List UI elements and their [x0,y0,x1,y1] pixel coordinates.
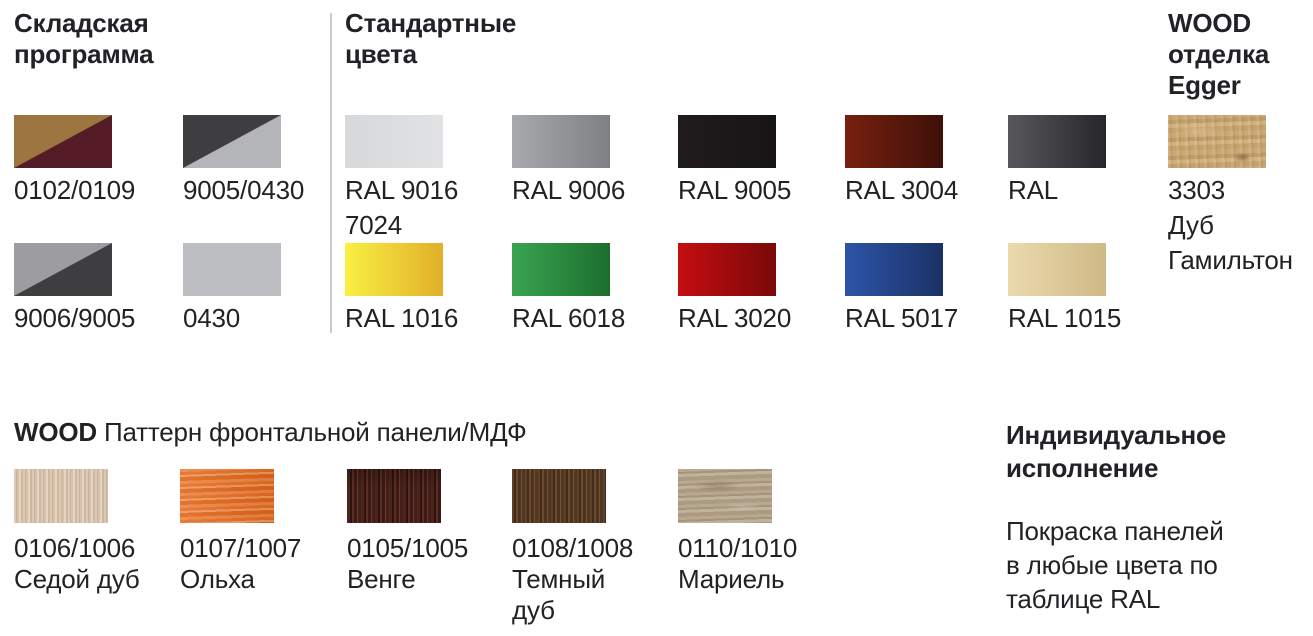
label-0108-1008: 0108/1008 Темный дуб [512,533,634,625]
swatch-0105-1005-wenge [347,469,441,523]
custom-finish-title: Индивидуальное исполнение [1006,419,1226,485]
egger-title-line2: отделка [1168,39,1270,69]
wood-pattern-title-bold: WOOD [14,417,97,447]
swatch-0108-1008-dark-oak [512,469,606,523]
label-0110-1010: 0110/1010 Мариель [678,533,798,594]
wood-egger-title: WOOD отделка Egger [1168,8,1269,101]
swatch-0106-1006-gray-oak [14,469,108,523]
label-ral: RAL [1008,175,1058,205]
swatch-9005-0430 [183,115,281,168]
label-0102-0109: 0102/0109 [14,175,136,205]
swatch-0110-1010-mariel [678,469,772,523]
swatch-ral-9006 [512,115,610,168]
swatch-0430 [183,243,281,296]
swatch-ral-6018 [512,243,610,296]
stock-title-line2: программа [14,39,154,69]
label-ral-3004: RAL 3004 [845,175,959,205]
stock-title-line1: Складская [14,8,149,38]
standard-title-line2: цвета [345,39,417,69]
standard-colors-title: Стандартные цвета [345,8,516,70]
label-ral-5017: RAL 5017 [845,303,959,333]
egger-title-line3: Egger [1168,70,1241,100]
label-ral-1015: RAL 1015 [1008,303,1122,333]
section-divider [330,13,332,333]
swatch-ral-7024 [1008,115,1106,168]
wood-pattern-title: WOOD Паттерн фронтальной панели/МДФ [14,417,527,448]
label-9005-0430: 9005/0430 [183,175,305,205]
label-egger-3303: 3303 Дуб Гамильтон [1168,175,1293,275]
swatch-ral-1016 [345,243,443,296]
label-0107-1007: 0107/1007 Ольха [180,533,302,594]
label-ral-3020: RAL 3020 [678,303,792,333]
swatch-ral-3004 [845,115,943,168]
wood-pattern-title-rest: Паттерн фронтальной панели/МДФ [104,417,527,447]
swatch-0107-1007-alder [180,469,274,523]
label-ral-9006: RAL 9006 [512,175,626,205]
label-ral-9016: RAL 9016 7024 [345,175,459,240]
swatch-9006-9005 [14,243,112,296]
swatch-ral-1015 [1008,243,1106,296]
swatch-0102-0109 [14,115,112,168]
label-ral-6018: RAL 6018 [512,303,626,333]
custom-title-line1: Индивидуальное [1006,420,1226,450]
label-9006-9005: 9006/9005 [14,303,136,333]
swatch-ral-3020 [678,243,776,296]
label-0430: 0430 [183,303,241,333]
swatch-ral-9005 [678,115,776,168]
swatch-egger-3303-oak-hamilton [1168,115,1266,168]
custom-finish-description: Покраска панелей в любые цвета по таблиц… [1006,516,1224,614]
label-ral-9005: RAL 9005 [678,175,792,205]
custom-title-line2: исполнение [1006,453,1159,483]
standard-title-line1: Стандартные [345,8,517,38]
swatch-ral-5017 [845,243,943,296]
label-ral-1016: RAL 1016 [345,303,459,333]
label-0105-1005: 0105/1005 Венге [347,533,469,594]
swatch-ral-9016 [345,115,443,168]
stock-program-title: Складская программа [14,8,154,70]
label-0106-1006: 0106/1006 Седой дуб [14,533,140,594]
egger-title-line1: WOOD [1168,8,1251,38]
